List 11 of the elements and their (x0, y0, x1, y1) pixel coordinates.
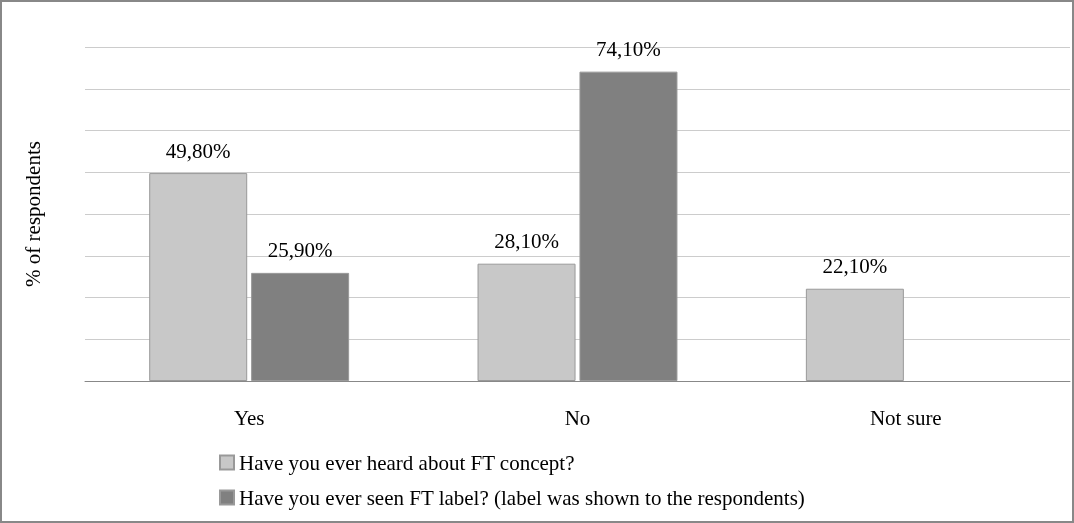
y-axis-title: % of respondents (20, 141, 45, 287)
data-label: 49,80% (165, 138, 231, 163)
data-label: 28,10% (494, 229, 559, 254)
x-tick-label: No (564, 405, 591, 430)
data-label: 74,10% (596, 37, 661, 62)
data-label: 22,10% (822, 254, 888, 279)
x-tick-label: Yes (233, 405, 265, 430)
data-label: 25,90% (267, 238, 333, 263)
legend-label: Have you ever seen FT label? (label was shown to the respondents) (239, 485, 805, 510)
legend-label: Have you ever heard about FT concept? (239, 450, 575, 475)
x-tick-label: Not sure (869, 405, 942, 430)
